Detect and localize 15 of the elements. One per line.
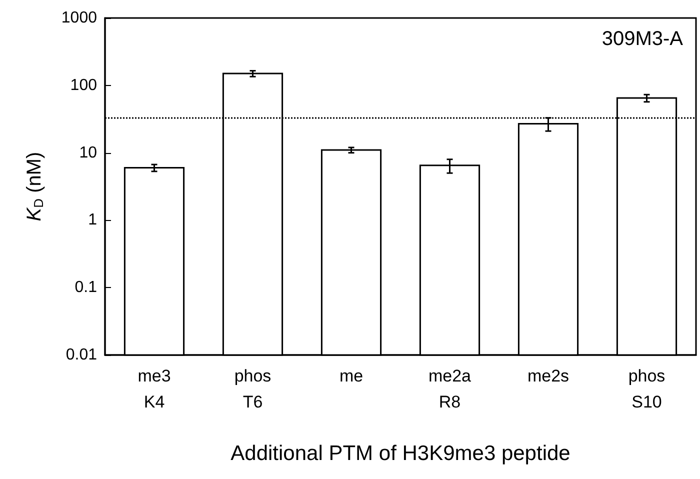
- x-tick-label: me: [339, 366, 364, 386]
- y-tick-label: 0.1: [74, 279, 98, 296]
- y-tick-label: 1: [88, 212, 98, 229]
- annotation: 309M3-A: [602, 28, 684, 50]
- y-tick-label: 0.01: [66, 346, 98, 364]
- x-tick-label: me2a R8: [428, 366, 472, 412]
- x-axis-title: Additional PTM of H3K9me3 peptide: [230, 442, 570, 465]
- y-tick-label: 100: [70, 76, 98, 94]
- x-tick-label: me2s: [527, 366, 570, 386]
- x-tick-label: phos T6: [234, 366, 272, 412]
- x-tick-label: phos S10: [628, 366, 666, 412]
- x-tick-label: me3 K4: [138, 366, 171, 412]
- y-tick-label: 1000: [61, 10, 98, 26]
- y-axis-title: KD (nM): [24, 152, 46, 222]
- y-tick-label: 10: [79, 144, 98, 162]
